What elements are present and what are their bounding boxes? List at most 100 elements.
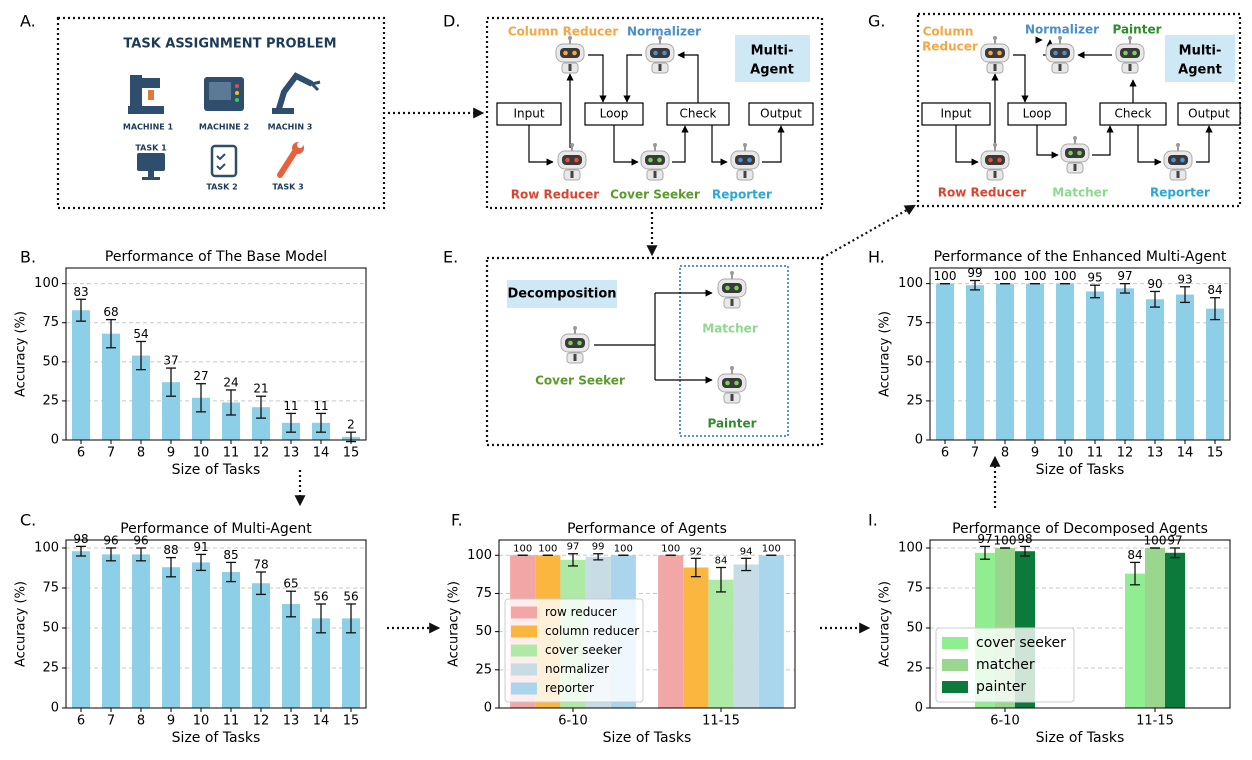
value-label: 11 (283, 399, 298, 413)
legend-swatch (511, 625, 537, 638)
task-label: TASK 1 (135, 144, 167, 153)
machine-label: MACHINE 2 (199, 123, 249, 132)
robot-icon (560, 326, 590, 364)
error-bar (316, 412, 326, 433)
x-tick-label: 6 (77, 714, 85, 729)
plot-frame (929, 267, 1231, 441)
error-bar (690, 557, 701, 578)
plot-frame (65, 539, 367, 709)
error-bar (980, 545, 990, 560)
y-axis-label: Accuracy (%) (14, 311, 29, 397)
robot-visor (985, 48, 1005, 58)
bar (252, 583, 270, 708)
error-bar (1150, 290, 1160, 308)
robot-visor (1050, 48, 1070, 58)
bar (222, 572, 240, 708)
panel-label: E. (443, 248, 458, 267)
error-bar (741, 557, 752, 572)
group-frame (679, 265, 789, 437)
x-tick-label: 13 (283, 446, 300, 461)
agent-label: Column Reducer (508, 25, 619, 39)
robot-antenna-tip (573, 326, 577, 330)
x-axis-label: Size of Tasks (172, 730, 261, 746)
error-bar (568, 553, 578, 567)
legend: row reducer column reducer cover seeker nor… (504, 598, 644, 703)
robot-eye (1077, 150, 1082, 156)
y-tick-label: 25 (42, 661, 59, 676)
robot-icon (645, 36, 675, 74)
robot-antenna-tip (743, 143, 747, 147)
x-tick-label: 11 (223, 714, 240, 729)
node-label: Check (1115, 107, 1152, 121)
robot-icon (1060, 136, 1090, 174)
x-tick-label: 7 (971, 446, 979, 461)
error-bar (1020, 545, 1030, 557)
legend-frame (935, 627, 1075, 703)
value-label: 84 (1207, 283, 1222, 297)
bar (758, 555, 784, 708)
x-tick-label: 13 (1147, 446, 1164, 461)
error-bar (136, 340, 146, 371)
robot-antenna-tip (993, 36, 997, 40)
agent-label: Normalizer (627, 25, 701, 39)
error-bar (136, 547, 146, 562)
bar (102, 333, 120, 440)
y-tick-label: 75 (475, 586, 492, 601)
legend-label: row reducer (545, 605, 617, 619)
robot-eye (988, 157, 993, 163)
panel-label: A. (20, 12, 36, 31)
value-label: 88 (163, 543, 178, 557)
robot-icon (730, 143, 760, 181)
robot-antenna-tip (1058, 36, 1062, 40)
panel-g-frame (916, 12, 1242, 208)
legend-label: painter (976, 679, 1026, 695)
bar (72, 551, 90, 708)
y-tick-label: 0 (915, 701, 923, 716)
node-box (748, 102, 814, 126)
panel-label: C. (20, 511, 36, 530)
value-label: 100 (614, 543, 633, 554)
bar (1206, 308, 1224, 440)
y-tick-label: 25 (906, 393, 923, 408)
panel-label: D. (443, 12, 460, 31)
error-bar (970, 279, 980, 291)
y-tick-label: 0 (484, 701, 492, 716)
robot-eye (1053, 50, 1058, 56)
robot-visor (1168, 155, 1188, 165)
error-bar (593, 553, 604, 561)
bar (708, 579, 734, 708)
robot-eye (997, 50, 1002, 56)
x-tick-label: 10 (193, 714, 210, 729)
panel-label: I. (868, 511, 878, 530)
robot-icon (640, 143, 670, 181)
bar (996, 283, 1014, 440)
robot-icon (717, 366, 747, 404)
value-label: 100 (762, 543, 781, 554)
value-label: 93 (1177, 272, 1192, 286)
bar (312, 618, 330, 708)
error-bar (716, 566, 726, 593)
machine-label: MACHIN 3 (268, 123, 313, 132)
x-tick-label: 11-15 (1136, 714, 1174, 729)
value-label: 68 (103, 305, 118, 319)
robot-antenna-tip (658, 36, 662, 40)
bar (1116, 288, 1134, 440)
y-tick-label: 0 (915, 433, 923, 448)
plot-frame (65, 267, 367, 441)
error-bar (1180, 286, 1190, 304)
y-axis-label: Accuracy (%) (14, 581, 29, 667)
plot-frame (498, 539, 796, 709)
node-label: Loop (1023, 107, 1052, 121)
value-label: 78 (253, 558, 268, 572)
robot-tie (993, 171, 997, 178)
wires (594, 289, 713, 384)
robot-visor (645, 155, 665, 165)
node-label: Output (760, 107, 802, 121)
error-bar (106, 547, 116, 562)
agent-label: Normalizer (1025, 23, 1099, 37)
machine-icons (128, 72, 321, 180)
y-tick-label: 25 (906, 661, 923, 676)
panel-label: B. (20, 248, 36, 267)
legend-swatch (942, 659, 968, 671)
error-bar (1130, 561, 1140, 586)
